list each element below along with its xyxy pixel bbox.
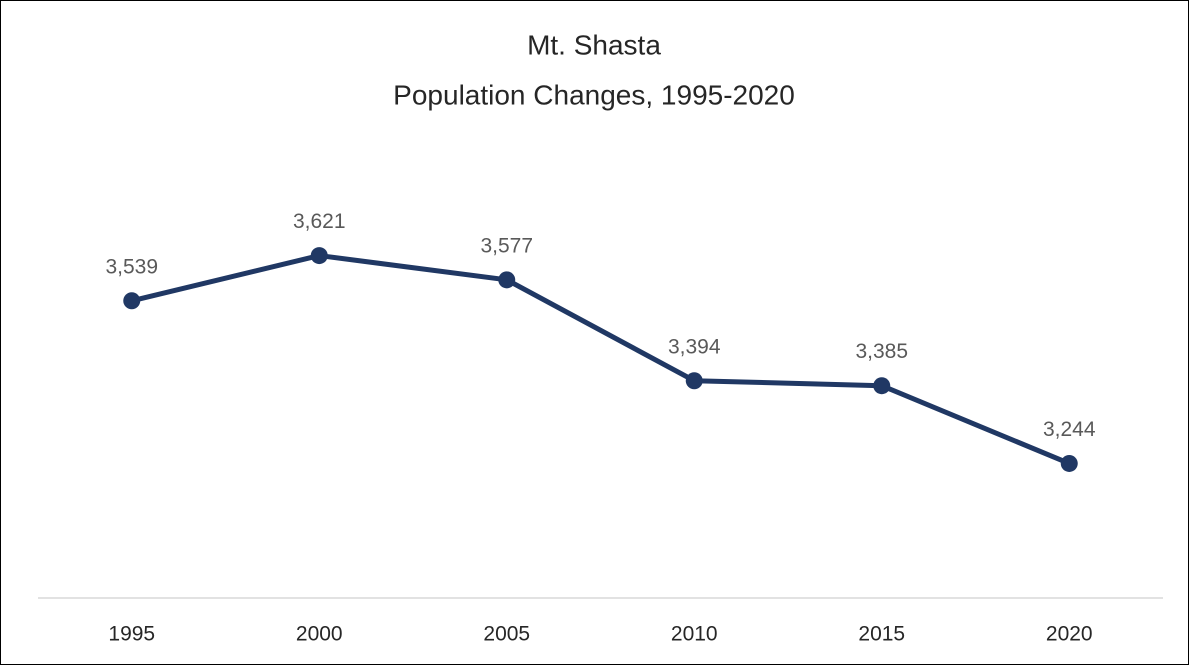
chart-title: Mt. Shasta: [527, 29, 661, 60]
data-label: 3,539: [105, 255, 158, 278]
x-tick-label: 2015: [858, 623, 905, 646]
data-point: [1060, 454, 1078, 472]
data-point: [310, 247, 328, 265]
chart-subtitle: Population Changes, 1995-2020: [393, 79, 795, 110]
data-label: 3,621: [293, 210, 346, 233]
x-tick-label: 2000: [296, 623, 343, 646]
x-tick-label: 2010: [671, 623, 718, 646]
x-tick-label: 2020: [1046, 623, 1093, 646]
data-line: [131, 253, 1071, 466]
data-label: 3,577: [480, 234, 533, 257]
data-point: [873, 377, 891, 395]
data-label: 3,385: [855, 340, 908, 363]
data-point: [685, 372, 703, 390]
data-label: 3,394: [668, 335, 721, 358]
data-point: [498, 271, 516, 289]
x-tick-label: 1995: [108, 623, 155, 646]
data-point: [123, 292, 141, 310]
data-label: 3,244: [1043, 418, 1096, 441]
x-tick-label: 2005: [483, 623, 530, 646]
